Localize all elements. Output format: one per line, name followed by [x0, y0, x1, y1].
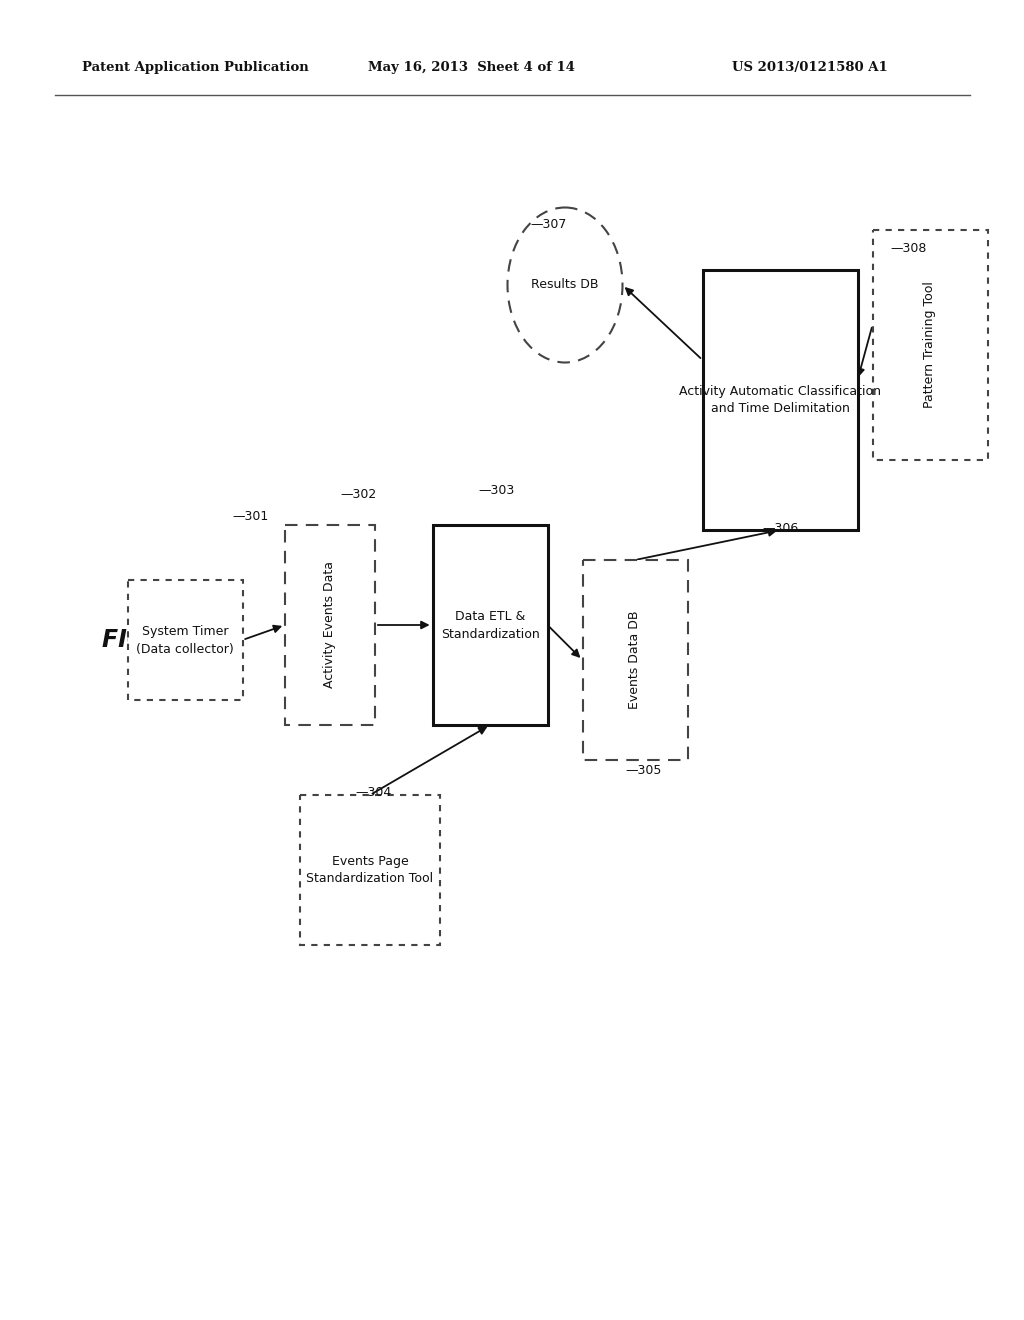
Text: —306: —306 — [762, 521, 799, 535]
Text: Events Data DB: Events Data DB — [629, 611, 641, 709]
Text: Pattern Training Tool: Pattern Training Tool — [924, 281, 937, 408]
Text: Events Page
Standardization Tool: Events Page Standardization Tool — [306, 854, 433, 886]
Text: US 2013/0121580 A1: US 2013/0121580 A1 — [732, 62, 888, 74]
Text: System Timer
(Data collector): System Timer (Data collector) — [136, 624, 233, 656]
Text: Activity Events Data: Activity Events Data — [324, 561, 337, 689]
Text: FIG. 3: FIG. 3 — [102, 628, 180, 652]
Bar — [300, 795, 440, 945]
Text: —307: —307 — [530, 219, 566, 231]
Text: —303: —303 — [478, 483, 514, 496]
Text: —304: —304 — [355, 787, 391, 800]
Text: —302: —302 — [340, 488, 376, 502]
Bar — [583, 560, 687, 760]
Ellipse shape — [508, 207, 623, 363]
Bar — [285, 525, 375, 725]
Bar — [432, 525, 548, 725]
Text: —308: —308 — [890, 242, 927, 255]
Bar — [872, 230, 987, 459]
Text: May 16, 2013  Sheet 4 of 14: May 16, 2013 Sheet 4 of 14 — [368, 62, 575, 74]
Text: —305: —305 — [625, 763, 662, 776]
Bar — [702, 271, 857, 531]
Text: —301: —301 — [232, 511, 268, 524]
Text: Patent Application Publication: Patent Application Publication — [82, 62, 309, 74]
Bar — [128, 579, 243, 700]
Text: Results DB: Results DB — [531, 279, 599, 292]
Text: Data ETL &
Standardization: Data ETL & Standardization — [440, 610, 540, 640]
Text: Activity Automatic Classification
and Time Delimitation: Activity Automatic Classification and Ti… — [679, 384, 881, 416]
